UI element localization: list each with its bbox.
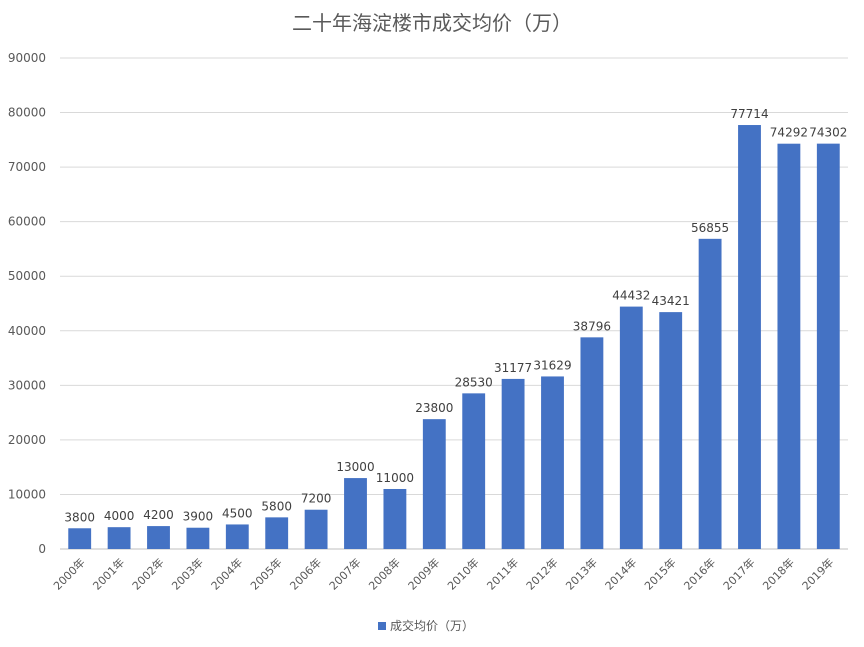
data-label: 77714 xyxy=(730,107,768,121)
y-tick-label: 20000 xyxy=(8,433,46,447)
x-tick-label: 2012年 xyxy=(523,555,560,592)
y-axis-tick-labels: 0 10000 20000 30000 40000 50000 60000 70000 8000… xyxy=(8,51,46,556)
x-tick-label: 2001年 xyxy=(90,555,127,592)
chart-title: 二十年海淀楼市成交均价（万） xyxy=(292,11,572,35)
data-label: 56855 xyxy=(691,221,729,235)
data-label: 74292 xyxy=(770,126,808,140)
legend-swatch xyxy=(378,622,386,630)
x-tick-label: 2019年 xyxy=(799,555,836,592)
bar xyxy=(147,526,170,549)
x-axis-tick-labels: 2000年 2001年 2002年 2003年 2004年 2005年 2006年 2007年… xyxy=(50,555,836,592)
data-label: 4000 xyxy=(104,509,135,523)
bar xyxy=(422,419,446,549)
y-tick-label: 80000 xyxy=(8,106,46,120)
data-label: 43421 xyxy=(652,294,690,308)
data-label: 4500 xyxy=(222,506,253,520)
gridlines xyxy=(60,57,848,550)
y-tick-label: 50000 xyxy=(8,269,46,283)
data-label: 13000 xyxy=(336,460,374,474)
x-tick-label: 2004年 xyxy=(208,555,245,592)
bar xyxy=(777,143,801,549)
x-tick-label: 2006年 xyxy=(287,555,324,592)
bar xyxy=(501,378,525,549)
x-tick-label: 2007年 xyxy=(326,555,363,592)
data-label: 74302 xyxy=(809,126,847,140)
x-tick-label: 2000年 xyxy=(50,555,87,592)
y-tick-label: 10000 xyxy=(8,487,46,501)
x-tick-label: 2010年 xyxy=(444,555,481,592)
y-tick-label: 30000 xyxy=(8,378,46,392)
bar xyxy=(659,312,683,549)
bars xyxy=(68,125,840,550)
bar xyxy=(383,488,407,549)
data-label: 28530 xyxy=(455,375,493,389)
x-tick-label: 2011年 xyxy=(484,555,521,592)
x-tick-label: 2015年 xyxy=(641,555,678,592)
x-tick-label: 2002年 xyxy=(129,555,166,592)
y-tick-label: 0 xyxy=(38,542,46,556)
y-tick-label: 70000 xyxy=(8,160,46,174)
data-label: 31177 xyxy=(494,361,532,375)
bar xyxy=(225,524,249,549)
data-label: 23800 xyxy=(415,401,453,415)
x-tick-label: 2016年 xyxy=(681,555,718,592)
x-tick-label: 2017年 xyxy=(720,555,757,592)
legend: 成交均价（万） xyxy=(378,618,474,633)
bar xyxy=(344,478,367,549)
x-tick-label: 2018年 xyxy=(760,555,797,592)
y-tick-label: 40000 xyxy=(8,324,46,338)
legend-label: 成交均价（万） xyxy=(390,618,474,633)
x-tick-label: 2013年 xyxy=(563,555,600,592)
bar xyxy=(107,527,131,549)
bar xyxy=(304,509,328,549)
x-tick-label: 2005年 xyxy=(247,555,284,592)
bar xyxy=(738,125,761,550)
bar xyxy=(462,393,486,549)
bar xyxy=(698,238,722,549)
bar xyxy=(68,528,92,549)
data-label: 38796 xyxy=(573,319,611,333)
bar xyxy=(816,143,840,550)
bar xyxy=(580,337,604,549)
data-label: 11000 xyxy=(376,471,414,485)
x-tick-label: 2003年 xyxy=(169,555,206,592)
bar xyxy=(619,306,643,549)
data-label: 4200 xyxy=(143,508,174,522)
y-tick-label: 60000 xyxy=(8,215,46,229)
data-label: 3800 xyxy=(64,510,95,524)
data-label: 44432 xyxy=(612,289,650,303)
x-tick-label: 2009年 xyxy=(405,555,442,592)
bar xyxy=(265,517,289,549)
y-tick-label: 90000 xyxy=(8,51,46,65)
x-tick-label: 2008年 xyxy=(366,555,403,592)
bar xyxy=(541,376,564,549)
data-label: 5800 xyxy=(261,499,292,513)
data-label: 31629 xyxy=(533,358,571,372)
bar xyxy=(186,527,210,549)
data-label: 7200 xyxy=(301,492,332,506)
data-label: 3900 xyxy=(183,510,214,524)
x-tick-label: 2014年 xyxy=(602,555,639,592)
